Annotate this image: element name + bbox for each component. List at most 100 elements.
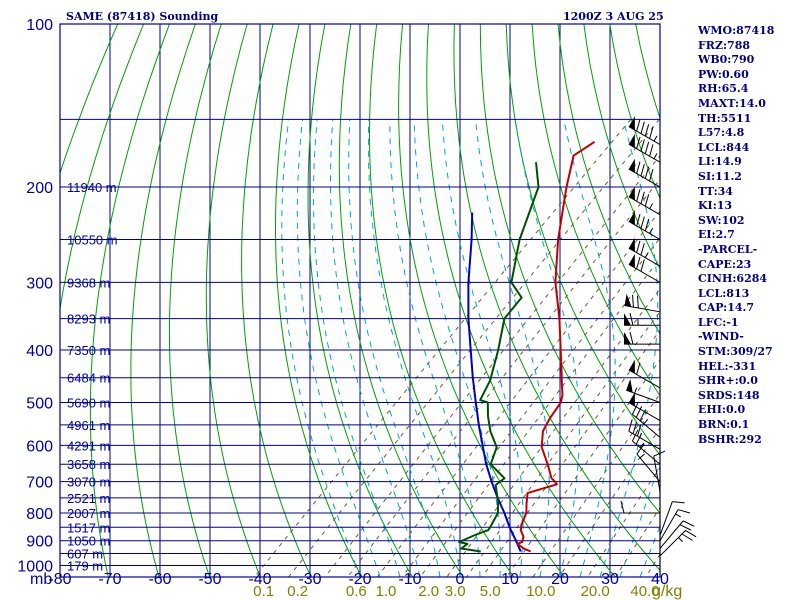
wind-barb-halfflag [649, 228, 654, 234]
moist-adiabat-line [367, 119, 461, 577]
chart-title: SAME (87418) Sounding [66, 10, 219, 23]
wind-barb [628, 359, 661, 389]
mixing-ratio-unit-label: g/kg [652, 583, 682, 600]
wind-barb-halfflag [634, 387, 638, 394]
temperature-tick-label: 10 [501, 571, 519, 588]
wind-barb-flag [636, 189, 641, 202]
wind-barb-flag [682, 520, 695, 527]
wind-barb-pennant [628, 133, 635, 148]
temperature-tick-label: 40 [651, 571, 669, 588]
pressure-tick-label: 500 [26, 396, 53, 413]
mixing-ratio-line [288, 119, 660, 577]
wind-barb-flag [629, 331, 634, 345]
wind-barb-pennant [628, 359, 635, 374]
mixing-ratio-line [376, 210, 660, 577]
wind-barb-flag [649, 126, 654, 139]
mixing-ratio-tick-label: 10.0 [526, 583, 555, 600]
pressure-unit-label: mb [30, 571, 52, 588]
parcel-trace-line [467, 212, 522, 552]
wind-barb-flag [620, 500, 625, 514]
wind-barb-flag [677, 509, 691, 514]
moist-adiabat-line [413, 119, 501, 577]
wind-barb [628, 133, 661, 163]
wind-barb [628, 253, 661, 283]
wind-barb [620, 500, 660, 514]
wind-barb [626, 378, 661, 403]
wind-barb-halfflag [643, 418, 649, 425]
mixing-ratio-tick-label: 0.1 [253, 583, 274, 600]
wind-barb-flag [631, 402, 639, 415]
temperature-tick-label: 0 [456, 571, 465, 588]
pressure-tick-label: 900 [26, 534, 53, 551]
dry-adiabat-line [168, 24, 222, 577]
wind-barb [628, 419, 661, 450]
mixing-ratio-tick-label: 5.0 [480, 583, 501, 600]
wind-barb-shaft [628, 126, 661, 146]
height-label: 1050 m [67, 534, 110, 549]
height-label: 6484 m [67, 371, 110, 386]
mixing-ratio-tick-label: 1.0 [375, 583, 396, 600]
sounding-index: STM:309/27 [698, 345, 773, 359]
moist-adiabat-line [348, 119, 441, 577]
sounding-index: SRDS:148 [698, 388, 760, 402]
sounding-index: WB0:790 [698, 53, 755, 67]
moist-adiabat-line [313, 119, 401, 577]
pressure-tick-label: 300 [26, 275, 53, 292]
dry-adiabat-line [338, 24, 464, 577]
dry-adiabat-line [557, 24, 660, 335]
wind-barb-pennant [628, 392, 635, 407]
sounding-index: LFC:-1 [698, 315, 739, 329]
wind-barb-pennant [628, 158, 635, 173]
wind-barb-flag [640, 216, 645, 229]
wind-barb-shaft [659, 530, 686, 557]
dry-adiabat-line [479, 24, 660, 514]
wind-barb-shaft [632, 413, 661, 438]
wind-barb-pennant [626, 378, 633, 393]
sounding-index: HEL:-331 [698, 359, 757, 373]
wind-barb-shaft [659, 501, 673, 536]
height-label: 2521 m [67, 491, 110, 506]
pressure-tick-label: 1000 [17, 559, 53, 576]
dry-adiabat-line [505, 24, 660, 456]
wind-barb-pennant [624, 332, 631, 345]
pressure-tick-label: 700 [26, 475, 53, 492]
height-label: 11940 m [67, 180, 117, 195]
sounding-index: CINH:6284 [698, 272, 768, 286]
wind-barb [659, 509, 691, 541]
sounding-index: EI:2.7 [698, 228, 735, 242]
wind-barb-flag [632, 421, 638, 434]
moist-adiabat-line [441, 119, 524, 577]
wind-barb-flag [644, 141, 650, 154]
height-label: 4291 m [67, 438, 110, 453]
sounding-index: EHI:0.0 [698, 403, 746, 417]
dry-adiabat-line [368, 24, 515, 577]
wind-barb-flag [637, 424, 642, 437]
wind-barb-flag [636, 213, 641, 227]
dry-adiabat-line [205, 24, 261, 577]
dry-adiabat-line [60, 24, 145, 312]
dry-adiabat-lines [60, 24, 660, 577]
height-label: 179 m [67, 559, 103, 574]
wind-barb-pennant [628, 237, 635, 252]
wind-barb-flag [644, 218, 650, 232]
temperature-tick-label: -80 [48, 571, 71, 588]
height-label: 10550 m [67, 232, 118, 247]
wind-barb-flag [685, 530, 697, 538]
wind-barb-flag [629, 313, 634, 326]
wind-barb-shaft [636, 453, 661, 482]
height-label: 8293 m [67, 312, 110, 327]
temperature-tick-label: -30 [298, 571, 321, 588]
wind-barb-halfflag [653, 153, 658, 159]
wind-barb-shaft [628, 168, 661, 188]
height-label: 3070 m [67, 475, 110, 490]
wind-barb-flag [639, 409, 646, 421]
sounding-index: -PARCEL- [698, 242, 758, 256]
temperature-tick-label: 20 [551, 571, 569, 588]
dry-adiabat-line [398, 24, 566, 577]
wind-barb-halfflag [639, 442, 645, 448]
sounding-index: SI:11.2 [698, 169, 742, 183]
wind-barb-flag [636, 161, 641, 174]
wind-barb-flag [649, 168, 654, 182]
wind-barb-column [620, 116, 697, 577]
